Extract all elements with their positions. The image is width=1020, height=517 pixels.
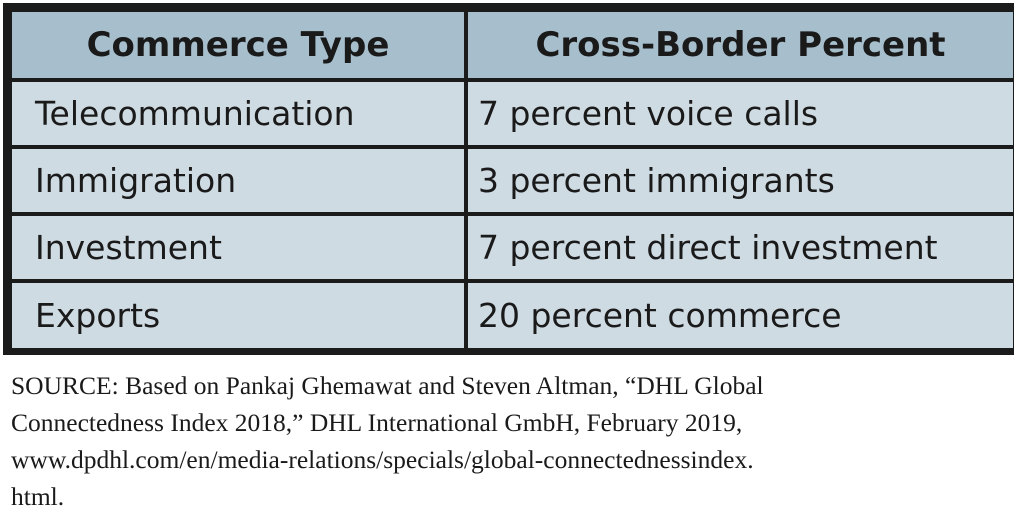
cell-percent-exports: 20 percent commerce <box>468 279 1013 348</box>
cell-percent-immigration: 3 percent immigrants <box>468 145 1013 212</box>
source-line-4: html. <box>11 482 65 511</box>
table-grid: Commerce Type Cross-Border Percent Telec… <box>12 12 1013 348</box>
source-note: SOURCE: Based on Pankaj Ghemawat and Ste… <box>11 367 1011 515</box>
header-cross-border-percent: Cross-Border Percent <box>468 12 1013 78</box>
header-commerce-type: Commerce Type <box>12 12 464 78</box>
cell-commerce-type-investment: Investment <box>12 212 464 279</box>
source-line-1: SOURCE: Based on Pankaj Ghemawat and Ste… <box>11 371 764 400</box>
cell-commerce-type-immigration: Immigration <box>12 145 464 212</box>
source-line-3: www.dpdhl.com/en/media-relations/special… <box>11 445 754 474</box>
cell-commerce-type-exports: Exports <box>12 279 464 348</box>
source-line-2: Connectedness Index 2018,” DHL Internati… <box>11 408 743 437</box>
data-table: Commerce Type Cross-Border Percent Telec… <box>3 3 1014 355</box>
cell-commerce-type-telecommunication: Telecommunication <box>12 78 464 145</box>
cell-percent-telecommunication: 7 percent voice calls <box>468 78 1013 145</box>
cell-percent-investment: 7 percent direct investment <box>468 212 1013 279</box>
